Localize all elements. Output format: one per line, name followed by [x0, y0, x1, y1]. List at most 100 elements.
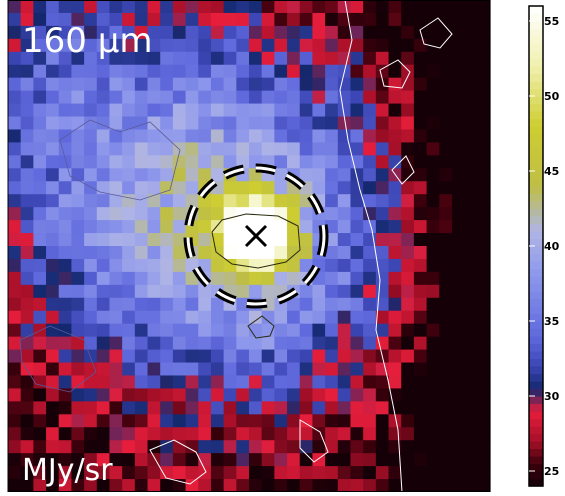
map-pixel — [160, 323, 174, 338]
map-pixel — [464, 323, 478, 338]
map-pixel — [33, 310, 47, 325]
map-pixel — [401, 466, 415, 480]
map-pixel — [477, 194, 491, 208]
map-pixel — [426, 453, 440, 467]
map-pixel — [350, 401, 364, 415]
map-pixel — [274, 323, 288, 338]
map-pixel — [147, 258, 161, 273]
map-pixel — [134, 0, 149, 14]
map-pixel — [172, 233, 187, 247]
map-pixel — [388, 336, 402, 351]
map-pixel — [109, 349, 123, 364]
map-pixel — [299, 0, 314, 14]
map-pixel — [46, 258, 60, 273]
map-pixel — [109, 453, 123, 467]
map-pixel — [299, 440, 314, 454]
map-pixel — [236, 77, 250, 92]
map-pixel — [109, 323, 123, 338]
map-pixel — [388, 414, 402, 428]
map-pixel — [388, 271, 402, 286]
map-pixel — [122, 142, 136, 156]
map-pixel — [33, 466, 47, 480]
map-pixel — [477, 362, 491, 377]
map-pixel — [122, 297, 136, 312]
map-pixel — [451, 479, 466, 493]
map-pixel — [325, 375, 339, 390]
map-pixel — [426, 116, 440, 131]
map-pixel — [46, 401, 60, 415]
map-pixel — [388, 246, 402, 260]
map-pixel — [71, 116, 85, 131]
map-pixel — [299, 233, 314, 247]
map-pixel — [375, 77, 390, 92]
map-pixel — [375, 323, 390, 338]
map-pixel — [109, 103, 123, 118]
map-pixel — [312, 64, 326, 79]
map-pixel — [96, 155, 111, 169]
contour-peak — [211, 213, 301, 269]
map-pixel — [401, 207, 415, 221]
map-pixel — [84, 388, 98, 402]
map-pixel — [160, 25, 174, 40]
map-pixel — [33, 103, 47, 118]
map-pixel — [249, 207, 263, 221]
map-pixel — [198, 38, 212, 53]
map-pixel — [185, 194, 199, 208]
map-pixel — [8, 388, 22, 402]
map-pixel — [122, 90, 136, 105]
map-pixel — [413, 51, 428, 66]
map-pixel — [147, 116, 161, 131]
map-pixel — [147, 0, 161, 14]
map-pixel — [350, 64, 364, 79]
map-pixel — [451, 414, 466, 428]
map-pixel — [299, 401, 314, 415]
map-pixel — [477, 103, 491, 118]
map-pixel — [46, 51, 60, 66]
map-pixel — [439, 427, 453, 441]
map-pixel — [363, 466, 377, 480]
map-pixel — [198, 207, 212, 221]
map-pixel — [71, 77, 85, 92]
map-pixel — [325, 64, 339, 79]
map-pixel — [58, 90, 73, 105]
map-pixel — [223, 64, 237, 79]
map-pixel — [185, 349, 199, 364]
map-pixel — [249, 77, 263, 92]
map-pixel — [413, 233, 428, 247]
map-pixel — [413, 310, 428, 325]
map-pixel — [274, 38, 288, 53]
map-pixel — [223, 51, 237, 66]
colorbar-segment — [529, 208, 543, 217]
map-pixel — [210, 0, 225, 14]
map-pixel — [350, 168, 364, 182]
peak-marker — [244, 224, 268, 248]
map-pixel — [198, 479, 212, 493]
map-pixel — [122, 38, 136, 53]
map-pixel — [426, 375, 440, 390]
map-pixel — [46, 12, 60, 27]
map-pixel — [375, 129, 390, 144]
map-pixel — [58, 0, 73, 14]
map-pixel — [363, 388, 377, 402]
map-pixel — [439, 453, 453, 467]
map-pixel — [122, 181, 136, 195]
map-pixel — [312, 440, 326, 454]
map-pixel — [172, 103, 187, 118]
colorbar-segment — [529, 13, 543, 22]
map-pixel — [160, 401, 174, 415]
map-pixel — [122, 427, 136, 441]
map-pixel — [388, 323, 402, 338]
map-pixel — [325, 414, 339, 428]
map-pixel — [287, 38, 301, 53]
map-pixel — [96, 129, 111, 144]
map-pixel — [261, 181, 275, 195]
map-pixel — [413, 375, 428, 390]
map-pixel — [312, 375, 326, 390]
map-pixel — [413, 453, 428, 467]
map-pixel — [33, 388, 47, 402]
map-pixel — [210, 271, 225, 286]
map-pixel — [413, 64, 428, 79]
map-pixel — [287, 25, 301, 40]
map-pixel — [8, 207, 22, 221]
map-pixel — [109, 25, 123, 40]
